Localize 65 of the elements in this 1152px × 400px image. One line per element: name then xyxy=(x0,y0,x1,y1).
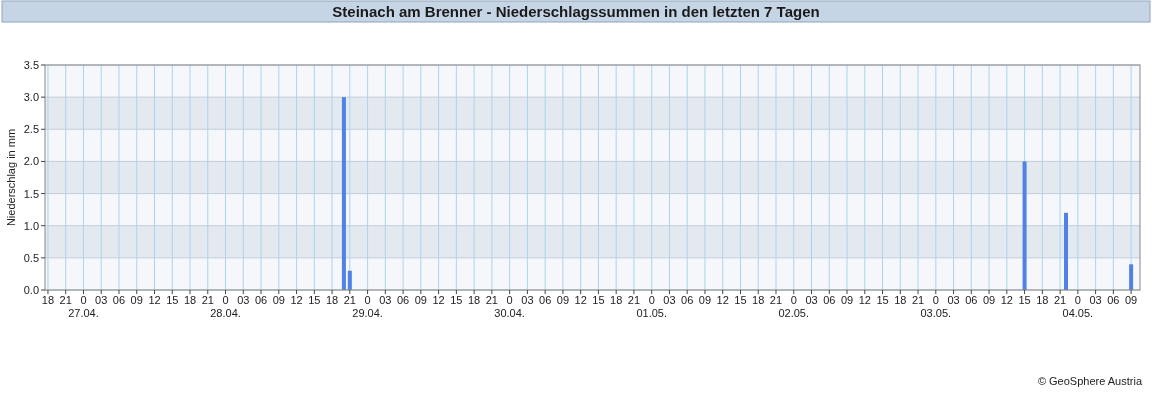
x-tick-label: 09 xyxy=(698,294,712,306)
x-tick-label: 09 xyxy=(1125,294,1138,306)
text: © GeoSphere Austria xyxy=(1037,375,1143,387)
x-tick-label: 21 xyxy=(343,294,356,306)
x-tick-label: 18 xyxy=(1036,294,1049,306)
x-tick-label: 09 xyxy=(414,294,427,306)
x-tick-label: 06 xyxy=(396,294,410,306)
x-tick-label: 21 xyxy=(201,294,214,306)
x-tick-label: 18 xyxy=(468,294,481,306)
x-tick-label: 15 xyxy=(734,294,747,306)
y-tick-label: 1.5 xyxy=(23,187,39,200)
y-axis-title: Niederschlag in mm xyxy=(5,128,17,227)
x-tick-label: 12 xyxy=(716,294,729,306)
x-tick-label: 06 xyxy=(539,294,552,306)
x-tick-label: 12 xyxy=(148,294,161,306)
x-tick-label: 03 xyxy=(95,294,108,306)
x-tick-label: 03 xyxy=(379,294,392,306)
x-tick-label: 18 xyxy=(610,294,623,306)
x-tick-label: 09 xyxy=(840,294,854,306)
x-tick-label: 12 xyxy=(858,294,871,306)
x-tick-label: 06 xyxy=(965,294,978,306)
x-tick-label: 18 xyxy=(325,294,339,306)
x-tick-label: 06 xyxy=(254,294,268,306)
x-tick-label: 15 xyxy=(308,294,321,306)
x-tick-label: 03 xyxy=(663,294,676,306)
x-tick-label: 21 xyxy=(769,294,783,306)
y-tick-label: 0.5 xyxy=(23,251,39,264)
x-tick-label: 06 xyxy=(1107,294,1120,306)
y-tick-label: 2.0 xyxy=(23,155,39,168)
x-tick-label: 21 xyxy=(627,294,641,306)
x-tick-label: 03 xyxy=(805,294,818,306)
x-tick-label: 03 xyxy=(947,294,960,306)
x-tick-label: 21 xyxy=(911,294,925,306)
x-tick-label: 03 xyxy=(521,294,534,306)
x-tick-label: 06 xyxy=(681,294,694,306)
x-tick-label: 15 xyxy=(166,294,179,306)
x-tick-label: 12 xyxy=(290,294,303,306)
x-tick-label: 21 xyxy=(1053,294,1067,306)
x-tick-label: 18 xyxy=(752,294,765,306)
x-tick-label: 06 xyxy=(112,294,126,306)
x-tick-label: 12 xyxy=(574,294,587,306)
x-tick-label: 21 xyxy=(59,294,72,306)
x-tick-label: 15 xyxy=(1018,294,1031,306)
y-tick-label: 1.0 xyxy=(23,219,39,232)
x-tick-label: 15 xyxy=(592,294,605,306)
x-tick-label: 09 xyxy=(556,294,570,306)
x-tick-label: 15 xyxy=(876,294,889,306)
x-tick-label: 21 xyxy=(485,294,498,306)
y-tick-label: 3.5 xyxy=(23,59,39,71)
x-tick-label: 18 xyxy=(41,294,55,306)
chart-title: Steinach am Brenner - Niederschlagssummen in den letzten 7 Tagen xyxy=(332,3,820,20)
x-tick-label: 12 xyxy=(1000,294,1013,306)
y-tick-label: 3.0 xyxy=(23,91,39,104)
y-tick-label: 0.0 xyxy=(23,284,39,296)
x-tick-label: 09 xyxy=(130,294,143,306)
x-tick-label: 12 xyxy=(432,294,445,306)
x-tick-label: 09 xyxy=(272,294,285,306)
x-tick-label: 03 xyxy=(237,294,250,306)
x-tick-label: 03 xyxy=(1089,294,1102,306)
y-tick-label: 2.5 xyxy=(23,123,39,136)
x-tick-label: 06 xyxy=(823,294,836,306)
x-tick-label: 18 xyxy=(183,294,197,306)
x-tick-label: 09 xyxy=(982,294,996,306)
x-tick-label: 18 xyxy=(894,294,907,306)
x-tick-label: 15 xyxy=(450,294,463,306)
